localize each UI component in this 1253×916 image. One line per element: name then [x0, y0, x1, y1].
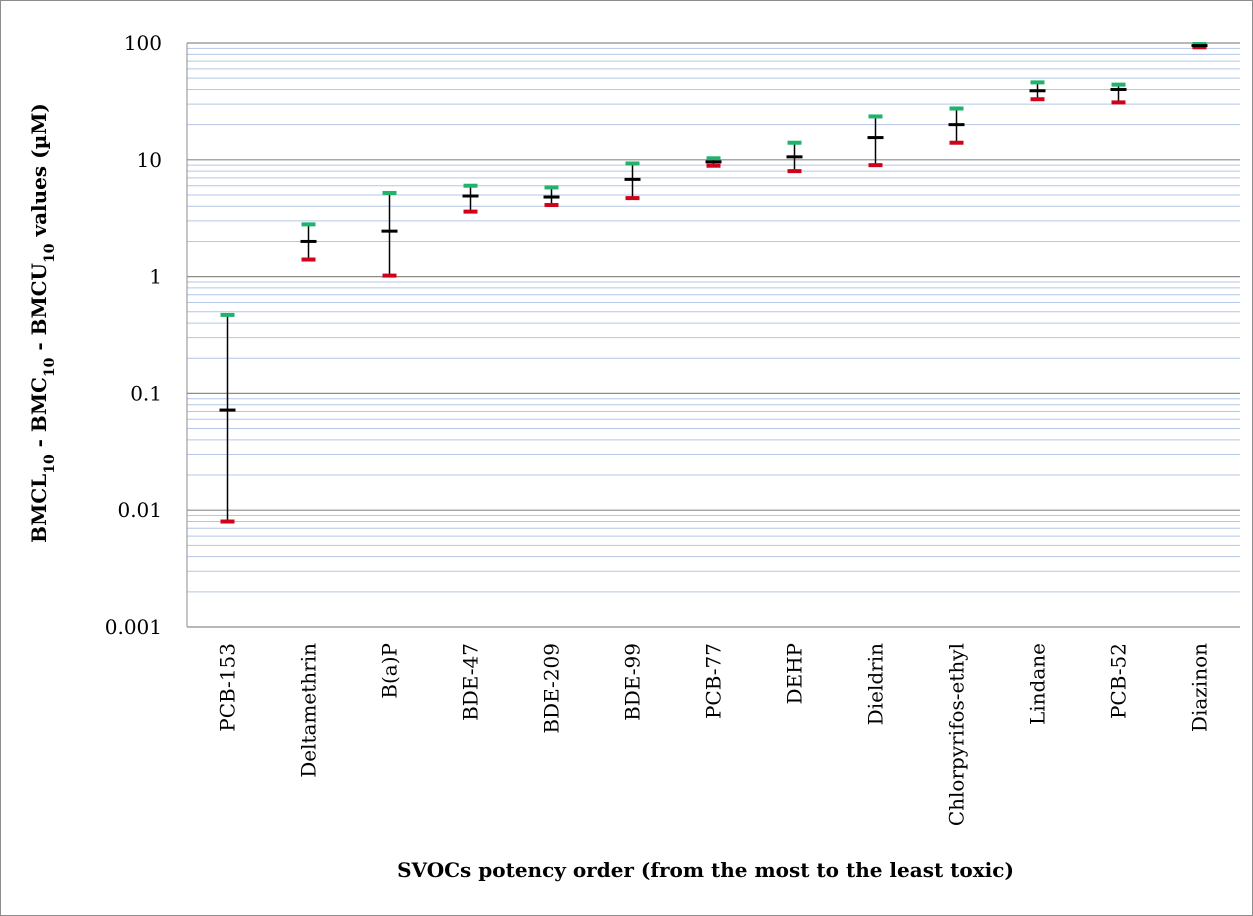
bmcu-marker: [220, 312, 235, 317]
bmcu-marker: [949, 106, 964, 111]
bmcu-marker: [706, 156, 721, 161]
category-label: BDE-47: [459, 643, 483, 721]
bmc-marker: [1029, 89, 1046, 93]
category-label: DEHP: [783, 643, 807, 705]
y-tick-label: 0.001: [105, 615, 162, 639]
bmcl-marker: [949, 140, 964, 145]
y-title-part: values (µM): [27, 103, 51, 243]
y-title-subscript: 10: [42, 243, 58, 263]
bmc-marker: [1191, 44, 1208, 48]
category-label: PCB-77: [702, 643, 726, 719]
bmcu-marker: [868, 114, 883, 119]
y-title-part: - BMC: [27, 377, 51, 454]
y-title-part: - BMCU: [27, 263, 51, 358]
y-title-subscript: 10: [42, 357, 58, 377]
bmcl-marker: [868, 163, 883, 168]
category-label: PCB-52: [1107, 643, 1131, 719]
y-tick-labels: 0.001 0.01 0.1 1 10 100: [105, 31, 162, 639]
bmcl-marker: [1030, 97, 1045, 102]
bmcl-marker: [382, 273, 397, 278]
bmcu-marker: [382, 190, 397, 195]
bmcl-marker: [463, 209, 478, 214]
category-label: B(a)P: [378, 643, 402, 699]
y-title-subscript: 10: [42, 454, 58, 474]
bmc-marker: [543, 195, 560, 199]
bmcu-marker: [1192, 42, 1207, 47]
category-label: Deltamethrin: [297, 643, 321, 778]
major-gridlines: [187, 42, 1240, 628]
category-label: Chlorpyrifos-ethyl: [945, 643, 969, 826]
y-tick-label: 0.01: [117, 498, 162, 522]
bmcl-marker: [625, 196, 640, 201]
category-label: Diazinon: [1188, 643, 1212, 732]
bmcl-marker: [544, 203, 559, 208]
bmcl-marker: [787, 169, 802, 174]
bmc-marker: [624, 177, 641, 181]
x-axis-title: SVOCs potency order (from the most to th…: [397, 858, 1014, 882]
bmcu-marker: [1030, 80, 1045, 85]
bmcl-marker: [301, 257, 316, 262]
bmc-marker: [948, 123, 965, 127]
bmcu-marker: [463, 183, 478, 188]
bmcl-marker: [1192, 45, 1207, 50]
bmc-marker: [300, 239, 317, 243]
bmc-marker: [786, 155, 803, 159]
bmcu-marker: [1111, 82, 1126, 87]
minor-gridlines: [187, 47, 1240, 593]
category-labels: PCB-153 Deltamethrin B(a)P BDE-47 BDE-209 BDE…: [216, 643, 1212, 826]
bmc-marker: [1110, 87, 1127, 91]
bmc-marker: [219, 408, 236, 412]
category-label: Lindane: [1026, 643, 1050, 725]
bmcl-marker: [220, 519, 235, 524]
bmcu-marker: [625, 161, 640, 166]
bmc-marker: [705, 160, 722, 164]
y-tick-label: 10: [137, 148, 162, 172]
bmc-marker: [867, 136, 884, 140]
category-label: PCB-153: [216, 643, 240, 732]
bmc-marker: [381, 229, 398, 233]
bmcu-marker: [544, 185, 559, 190]
bmcl-marker: [1111, 100, 1126, 105]
bmcu-marker: [787, 140, 802, 145]
category-label: BDE-99: [621, 643, 645, 721]
y-tick-label: 1: [149, 265, 162, 289]
y-tick-label: 0.1: [130, 381, 162, 405]
bmc-marker: [462, 194, 479, 198]
y-tick-label: 100: [124, 31, 162, 55]
y-axis-title: BMCL10 - BMC10 - BMCU10 values (µM): [27, 103, 58, 543]
bmcu-marker: [301, 222, 316, 227]
bmcl-marker: [706, 163, 721, 168]
category-label: BDE-209: [540, 643, 564, 734]
y-title-part: BMCL: [27, 474, 51, 543]
category-label: Dieldrin: [864, 643, 888, 725]
error-bars: [219, 42, 1208, 524]
